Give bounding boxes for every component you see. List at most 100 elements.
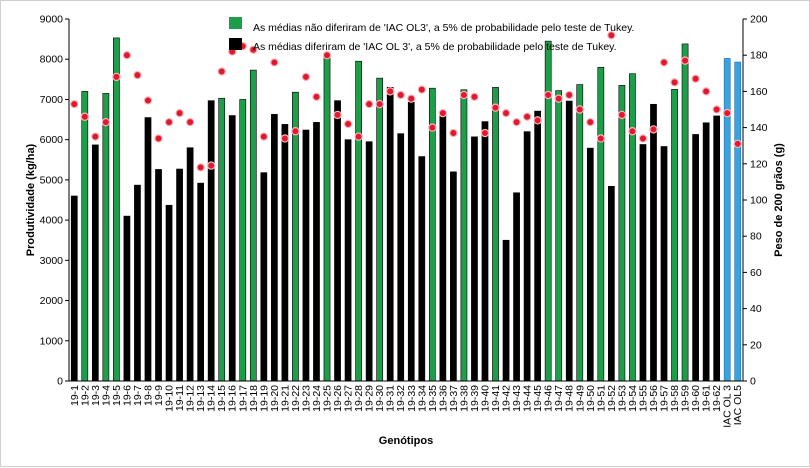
y2-tick-label: 60 [750, 267, 762, 279]
y-tick-label: 6000 [40, 134, 64, 146]
x-tick-label: 19-15 [216, 385, 228, 412]
marker-19-48 [565, 90, 574, 100]
marker-19-22 [291, 127, 300, 136]
x-tick-label: 19-9 [153, 385, 165, 406]
bar-19-40 [481, 121, 489, 382]
x-tick-label: 19-14 [206, 385, 218, 412]
bar-19-19 [260, 172, 268, 382]
x-tick-label: 19-7 [132, 385, 144, 406]
y2-tick-label: 80 [750, 231, 762, 243]
x-tick-label: 19-38 [458, 385, 470, 412]
marker-19-1 [70, 99, 79, 109]
legend-swatch-different [229, 38, 242, 50]
bar-19-38 [460, 89, 468, 382]
marker-19-20 [270, 58, 279, 67]
marker-19-23 [301, 72, 311, 82]
marker-19-5 [112, 72, 121, 82]
bar-19-10 [165, 204, 173, 382]
marker-19-2 [80, 112, 90, 121]
x-tick-label: 19-41 [490, 385, 502, 412]
x-tick-label: 19-37 [448, 385, 460, 412]
bar-19-35 [428, 87, 436, 382]
marker-19-4 [101, 117, 111, 127]
bar-19-30 [376, 77, 384, 382]
marker-19-54 [628, 127, 637, 136]
marker-19-6 [122, 51, 132, 60]
x-tick-label: 19-36 [437, 385, 449, 412]
y2-tick-label: 120 [750, 158, 768, 170]
marker-19-44 [522, 112, 532, 121]
bar-19-48 [565, 100, 573, 382]
bar-19-22 [292, 91, 299, 382]
marker-19-58 [670, 78, 679, 87]
bar-19-4 [102, 93, 110, 382]
marker-19-62 [712, 105, 721, 114]
axes: 0 1000 2000 3000 4000 5000 6000 7000 8000 9000 0 20… [40, 14, 768, 428]
marker-19-36 [438, 108, 448, 118]
marker-19-57 [659, 58, 669, 67]
x-tick-label: 19-61 [701, 385, 713, 412]
y-axis-title: Produtividade (kg/ha) [25, 143, 37, 256]
marker-19-31 [386, 87, 395, 96]
x-tick-label: 19-48 [564, 385, 576, 412]
x-tick-label: 19-27 [343, 385, 355, 412]
marker-IAC-OL5 [733, 139, 742, 149]
y2-tick-label: 100 [750, 195, 768, 207]
marker-19-3 [91, 132, 100, 141]
bar-19-21 [281, 124, 289, 382]
bar-19-42 [502, 239, 510, 382]
marker-19-38 [459, 90, 469, 100]
x-tick-label: 19-56 [648, 385, 660, 412]
marker-19-18 [249, 45, 258, 54]
bar-19-3 [91, 144, 99, 382]
marker-19-51 [596, 134, 606, 143]
bar-19-2 [81, 91, 89, 382]
bar-19-54 [629, 73, 636, 382]
marker-19-42 [501, 108, 511, 118]
y-tick-label: 3000 [40, 255, 64, 267]
marker-19-8 [143, 96, 153, 105]
marker-19-27 [343, 119, 353, 129]
bar-19-50 [586, 147, 594, 382]
bar-19-15 [218, 97, 226, 382]
marker-19-43 [512, 117, 521, 127]
x-tick-label: 19-46 [543, 385, 555, 412]
y-tick-label: 9000 [40, 14, 64, 26]
marker-19-35 [428, 123, 437, 132]
x-tick-label: 19-35 [427, 385, 439, 412]
marker-19-59 [680, 56, 690, 65]
x-tick-label: 19-43 [511, 385, 523, 412]
x-tick-label: 19-40 [479, 385, 491, 412]
bar-19-14 [207, 100, 215, 382]
marker-19-26 [333, 110, 342, 120]
marker-19-24 [312, 92, 321, 102]
marker-19-47 [554, 94, 563, 103]
x-tick-label: 19-20 [269, 385, 281, 412]
x-tick-label: 19-6 [121, 385, 133, 406]
bar-19-49 [576, 84, 584, 382]
x-tick-label: 19-10 [164, 385, 176, 412]
y-tick-label: 1000 [40, 335, 64, 347]
legend: As médias não diferiram de 'IAC OL3', a … [229, 17, 634, 53]
x-tick-label: 19-62 [711, 385, 723, 412]
marker-19-34 [417, 85, 426, 94]
marker-19-14 [206, 161, 216, 170]
marker-19-41 [491, 103, 500, 112]
bar-19-34 [418, 156, 426, 382]
bar-19-51 [597, 66, 605, 382]
marker-19-7 [133, 70, 142, 80]
marker-19-61 [701, 87, 711, 96]
x-tick-label: 19-59 [680, 385, 692, 412]
marker-19-45 [533, 116, 542, 125]
bar-19-33 [407, 101, 415, 382]
marker-19-32 [396, 90, 405, 100]
bar-19-36 [439, 114, 447, 382]
x-tick-label: 19-23 [300, 385, 312, 412]
bar-19-25 [323, 56, 331, 382]
bar-19-44 [523, 131, 531, 382]
x-tick-label: 19-32 [395, 385, 407, 412]
x-tick-label: 19-51 [595, 385, 607, 412]
x-tick-label: 19-34 [416, 385, 428, 412]
bar-19-60 [692, 134, 699, 382]
legend-label-different: As médias diferiram de 'IAC OL 3', a 5% … [253, 41, 617, 53]
